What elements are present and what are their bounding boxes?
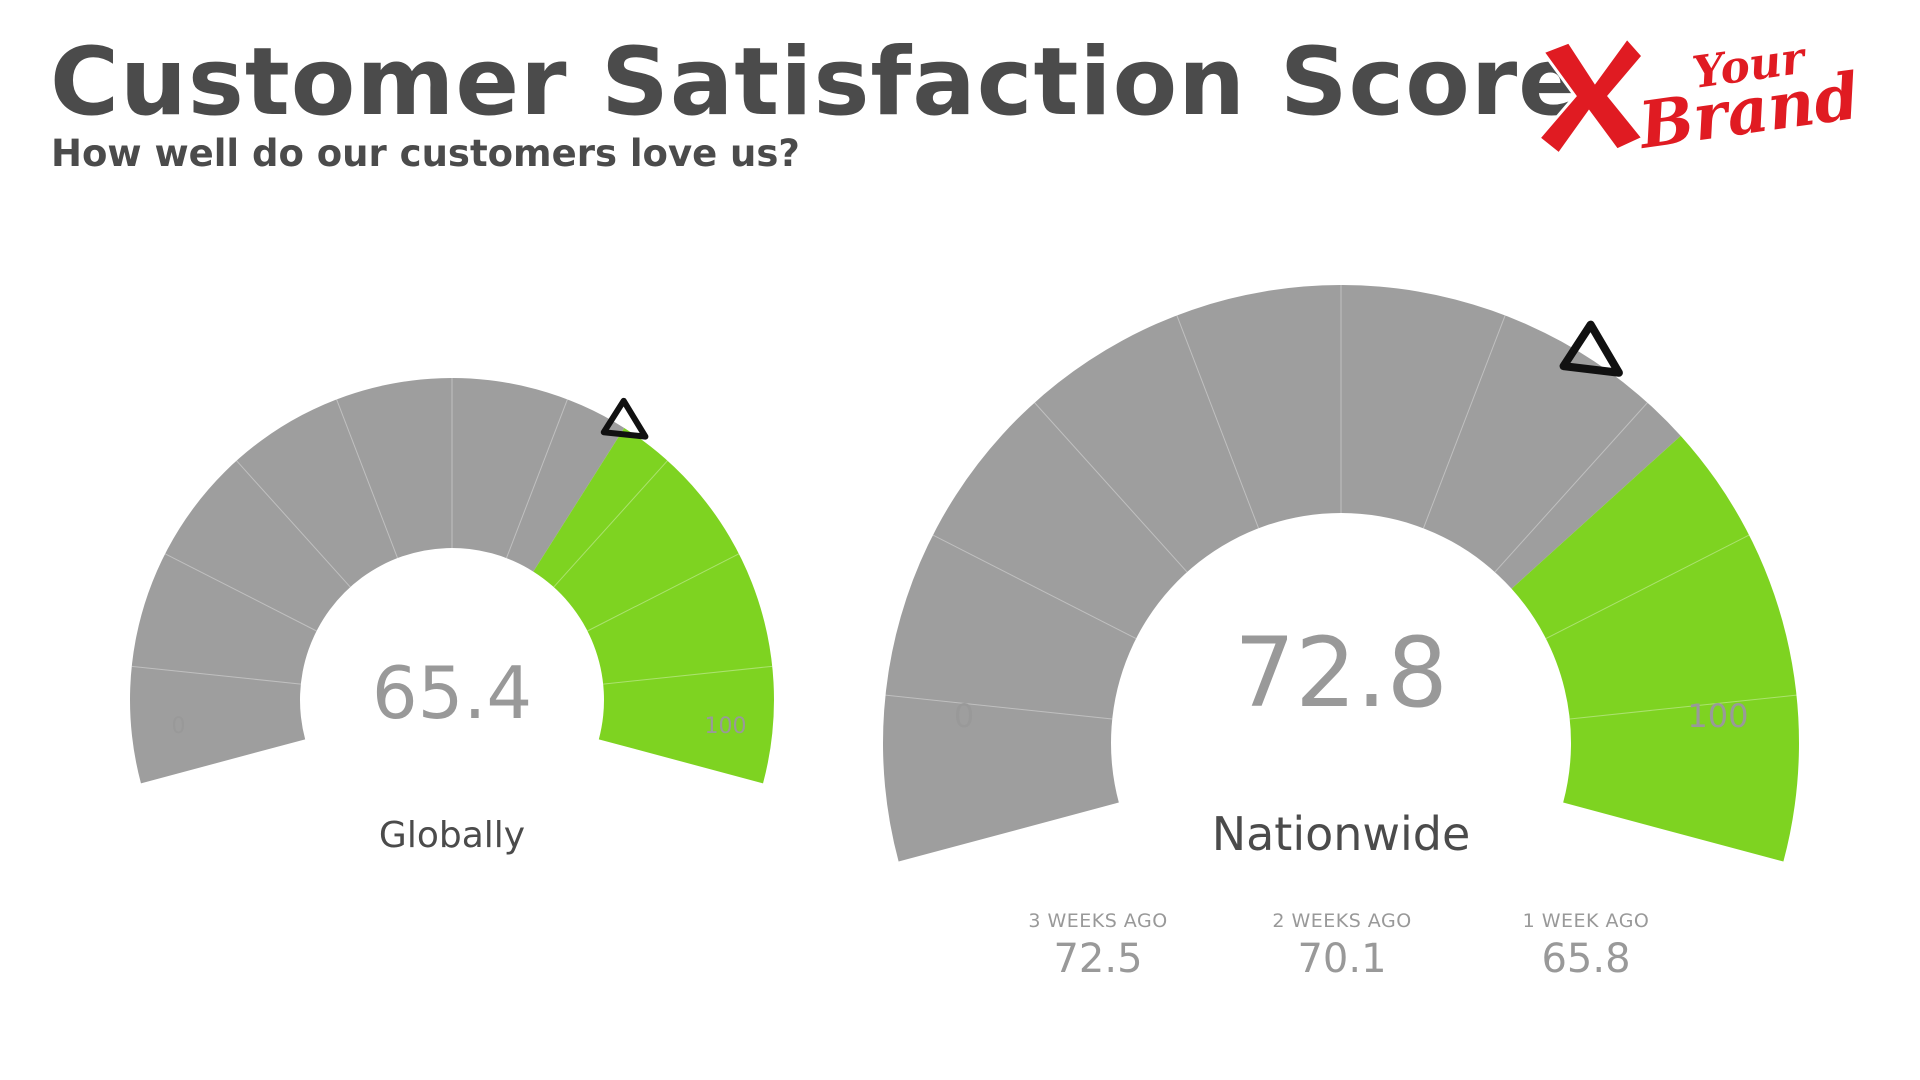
gauge-segment-divider (1034, 402, 1188, 573)
gauge-max-label: 100 (1687, 697, 1748, 735)
gauge-segment-divider (236, 460, 351, 588)
gauge-segment-divider (603, 665, 773, 685)
gauge-min-label: 0 (171, 714, 185, 739)
gauge-fill (1511, 435, 1800, 862)
gauge-title: Nationwide (1212, 807, 1471, 861)
history-label: 2 WEEKS AGO (1272, 910, 1412, 932)
history-item-2-weeks: 2 WEEKS AGO 70.1 (1242, 910, 1442, 982)
gauge-title: Globally (379, 815, 525, 856)
gauge-track (882, 284, 1681, 862)
gauge-segment-divider (1422, 315, 1506, 529)
gauge-marker-icon (600, 397, 649, 440)
gauge-fill (533, 427, 775, 784)
gauge-segment-divider (336, 399, 398, 559)
history-item-1-week: 1 WEEK AGO 65.8 (1486, 910, 1686, 982)
gauge-segment-divider (553, 460, 668, 588)
gauge-segment-divider (131, 665, 301, 685)
gauge-min-label: 0 (954, 697, 974, 735)
history-value: 70.1 (1297, 936, 1387, 982)
gauge-segment-divider (1494, 402, 1648, 573)
history-item-3-weeks: 3 WEEKS AGO 72.5 (998, 910, 1198, 982)
gauge-segment-divider (885, 694, 1113, 720)
gauge-segment-divider (506, 399, 568, 559)
gauge-track (130, 378, 625, 784)
gauge-segment-divider (1176, 315, 1260, 529)
gauge-value: 65.4 (372, 651, 532, 735)
history-value: 65.8 (1541, 936, 1631, 982)
history-value: 72.5 (1053, 936, 1143, 982)
gauge-value: 72.8 (1234, 617, 1448, 729)
page-title: Customer Satisfaction Score (50, 28, 1583, 137)
gauge-segment-divider (164, 553, 317, 632)
history-label: 1 WEEK AGO (1522, 910, 1650, 932)
gauge-marker-icon (1559, 320, 1623, 377)
red-x-mark-icon (1536, 35, 1646, 157)
history-label: 3 WEEKS AGO (1028, 910, 1168, 932)
gauge-max-label: 100 (705, 714, 747, 739)
page-subtitle: How well do our customers love us? (51, 132, 800, 175)
gauge-segment-divider (1569, 694, 1797, 720)
gauge-segment-divider (932, 534, 1137, 640)
gauge-segment-divider (1545, 534, 1750, 640)
gauge-segment-divider (587, 553, 740, 632)
brand-logo: Your Brand (1536, 32, 1864, 160)
